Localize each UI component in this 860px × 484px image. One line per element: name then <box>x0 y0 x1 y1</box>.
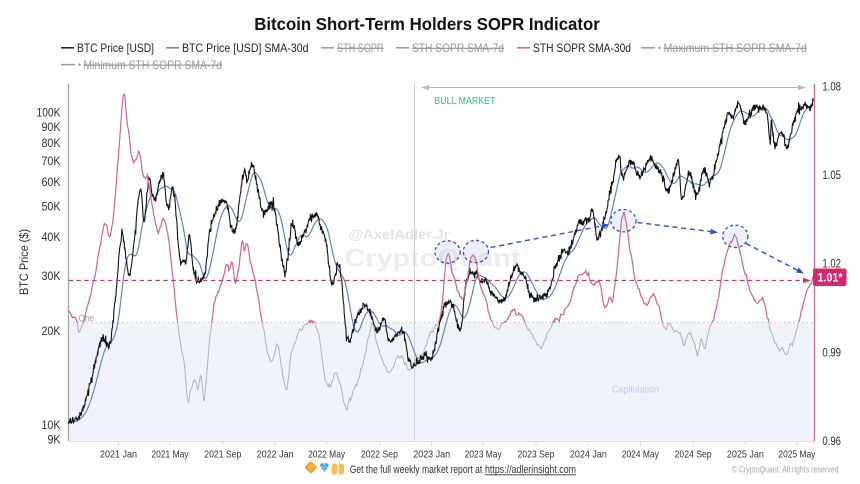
svg-text:Capitulation: Capitulation <box>612 384 659 396</box>
svg-text:60K: 60K <box>42 177 61 189</box>
svg-text:2024 Jan: 2024 Jan <box>570 449 607 461</box>
svg-text:2024 Sep: 2024 Sep <box>675 449 712 461</box>
svg-text:100K: 100K <box>37 108 61 120</box>
svg-text:90K: 90K <box>42 122 61 134</box>
svg-text:30K: 30K <box>42 271 61 283</box>
svg-text:2023 Jan: 2023 Jan <box>413 449 450 461</box>
svg-text:40K: 40K <box>42 232 61 244</box>
svg-text:70K: 70K <box>42 156 61 168</box>
svg-text:One: One <box>79 313 95 325</box>
svg-text:50K: 50K <box>42 202 61 214</box>
svg-text:2021 May: 2021 May <box>152 449 190 461</box>
svg-text:STH SOPR SMA-7d: STH SOPR SMA-7d <box>412 41 504 55</box>
svg-text:STH SOPR: STH SOPR <box>337 41 384 55</box>
svg-text:Bitcoin Short-Term Holders SOP: Bitcoin Short-Term Holders SOPR Indicato… <box>254 14 600 34</box>
svg-text:0.96: 0.96 <box>822 434 841 448</box>
svg-text:CryptoQuant: CryptoQuant <box>345 245 522 273</box>
svg-text:2025 Jan: 2025 Jan <box>727 449 764 461</box>
svg-text:Get the full weekly market rep: Get the full weekly market report at <box>350 464 485 476</box>
svg-text:STH SOPR SMA-30d: STH SOPR SMA-30d <box>533 41 631 55</box>
svg-text:2023 Sep: 2023 Sep <box>518 449 555 461</box>
svg-text:10K: 10K <box>42 420 61 432</box>
svg-text:1.02: 1.02 <box>822 257 841 271</box>
svg-text:2021 Sep: 2021 Sep <box>204 449 241 461</box>
svg-text:BTC Price [USD]: BTC Price [USD] <box>77 41 154 55</box>
svg-text:Minimum STH SOPR SMA-7d: Minimum STH SOPR SMA-7d <box>84 58 223 72</box>
svg-text:2024 May: 2024 May <box>622 449 660 461</box>
svg-text:2022 May: 2022 May <box>308 449 346 461</box>
svg-text:BULL MARKET: BULL MARKET <box>434 96 495 107</box>
svg-text:1.05: 1.05 <box>822 168 841 182</box>
svg-text:@AxelAdler.Jr: @AxelAdler.Jr <box>349 227 451 242</box>
svg-text:Maximum STH SOPR SMA-7d: Maximum STH SOPR SMA-7d <box>664 41 807 55</box>
svg-text:20K: 20K <box>42 326 61 338</box>
svg-text:1.08: 1.08 <box>822 79 841 93</box>
svg-text:BTC Price [USD] SMA-30d: BTC Price [USD] SMA-30d <box>182 41 309 55</box>
svg-text:© CryptoQuant. All rights rese: © CryptoQuant. All rights reserved <box>732 465 839 475</box>
svg-text:1.01*: 1.01* <box>818 272 843 284</box>
svg-text:80K: 80K <box>42 138 61 150</box>
svg-text:®: ® <box>522 245 528 254</box>
svg-text:2021 Jan: 2021 Jan <box>100 449 137 461</box>
svg-text:https://adlerinsight.com: https://adlerinsight.com <box>485 464 576 476</box>
svg-text:2022 Jan: 2022 Jan <box>257 449 294 461</box>
svg-text:2023 May: 2023 May <box>465 449 503 461</box>
svg-text:2022 Sep: 2022 Sep <box>361 449 398 461</box>
svg-text:9K: 9K <box>48 434 61 446</box>
svg-text:0.99: 0.99 <box>822 345 841 359</box>
svg-text:BTC Price ($): BTC Price ($) <box>19 229 31 295</box>
svg-text:2025 May: 2025 May <box>778 449 816 461</box>
